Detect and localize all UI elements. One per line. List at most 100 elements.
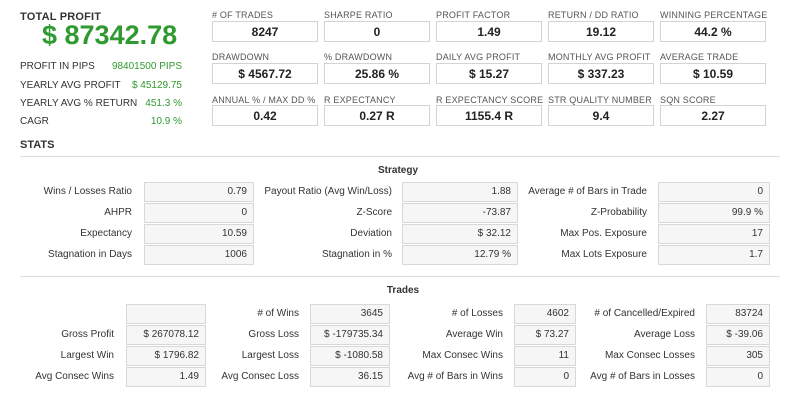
metric-label-sharpe: SHARPE RATIO — [324, 10, 393, 20]
strategy-value: 17 — [658, 224, 770, 244]
trades-value: $ 73.27 — [514, 325, 576, 345]
strategy-label: Payout Ratio (Avg Win/Loss) — [264, 186, 392, 197]
strategy-value: -73.87 — [402, 203, 518, 223]
metric-value-r-expectancy-score: 1155.4 R — [436, 105, 542, 126]
strategy-value: 99.9 % — [658, 203, 770, 223]
stats-title: STATS — [20, 139, 55, 151]
metric-value-average-trade: $ 10.59 — [660, 63, 766, 84]
profit-in-pips-label: PROFIT IN PIPS — [20, 61, 95, 72]
trades-value: 0 — [514, 367, 576, 387]
cagr-label: CAGR — [20, 116, 49, 127]
yearly-avg-profit-label: YEARLY AVG PROFIT — [20, 80, 121, 91]
metric-label-winning-pct: WINNING PERCENTAGE — [660, 10, 768, 20]
trades-value: $ -39.06 — [706, 325, 770, 345]
strategy-label: Max Lots Exposure — [561, 249, 647, 260]
trades-label: # of Wins — [257, 308, 299, 319]
trades-value: 36.15 — [310, 367, 390, 387]
metric-value-return-dd: 19.12 — [548, 21, 654, 42]
metric-value-daily-avg: $ 15.27 — [436, 63, 542, 84]
trades-label: Avg # of Bars in Losses — [590, 371, 695, 382]
strategy-value: 0 — [658, 182, 770, 202]
metric-label-profit-factor: PROFIT FACTOR — [436, 10, 511, 20]
metric-label-trades: # OF TRADES — [212, 10, 274, 20]
strategy-value: 1006 — [144, 245, 254, 265]
trades-label: Max Consec Losses — [604, 350, 695, 361]
strategy-value: 0.79 — [144, 182, 254, 202]
strategy-value: 12.79 % — [402, 245, 518, 265]
metric-value-sqn-score: 2.27 — [660, 105, 766, 126]
strategy-value: 1.88 — [402, 182, 518, 202]
metric-value-annual-maxdd: 0.42 — [212, 105, 318, 126]
strategy-title: Strategy — [377, 165, 418, 176]
profit-in-pips-value: 98401500 PIPS — [111, 61, 182, 72]
total-profit-label: TOTAL PROFIT — [20, 11, 102, 23]
trades-value: $ -179735.34 — [310, 325, 390, 345]
metric-label-daily-avg: DAILY AVG PROFIT — [436, 52, 521, 62]
trades-divider — [20, 276, 780, 277]
trades-value: $ -1080.58 — [310, 346, 390, 366]
trades-label: Avg # of Bars in Wins — [407, 371, 503, 382]
stats-divider — [20, 156, 780, 157]
trades-value: 83724 — [706, 304, 770, 324]
metric-value-str-quality: 9.4 — [548, 105, 654, 126]
trades-value: 305 — [706, 346, 770, 366]
strategy-label: Wins / Losses Ratio — [43, 186, 132, 197]
strategy-value: $ 32.12 — [402, 224, 518, 244]
trades-label: # of Cancelled/Expired — [594, 308, 695, 319]
metric-value-winning-pct: 44.2 % — [660, 21, 766, 42]
metric-value-pct-drawdown: 25.86 % — [324, 63, 430, 84]
trades-value — [126, 304, 206, 324]
trades-value: 0 — [706, 367, 770, 387]
strategy-label: Deviation — [350, 228, 392, 239]
metric-value-sharpe: 0 — [324, 21, 430, 42]
trades-value: 11 — [514, 346, 576, 366]
trades-label: Largest Win — [60, 350, 114, 361]
trades-label: # of Losses — [451, 308, 503, 319]
metric-value-r-expectancy: 0.27 R — [324, 105, 430, 126]
trades-value: 1.49 — [126, 367, 206, 387]
yearly-avg-profit-value: $ 45129.75 — [131, 80, 182, 91]
metric-label-r-expectancy: R EXPECTANCY — [324, 95, 396, 105]
metric-value-profit-factor: 1.49 — [436, 21, 542, 42]
metric-label-monthly-avg: MONTHLY AVG PROFIT — [548, 52, 651, 62]
yearly-avg-return-value: 451.3 % — [145, 98, 182, 109]
strategy-label: Max Pos. Exposure — [560, 228, 647, 239]
strategy-value: 10.59 — [144, 224, 254, 244]
trades-label: Avg Consec Loss — [221, 371, 299, 382]
metric-label-sqn-score: SQN SCORE — [660, 95, 716, 105]
trades-label: Max Consec Wins — [422, 350, 503, 361]
strategy-value: 1.7 — [658, 245, 770, 265]
metric-label-annual-maxdd: ANNUAL % / MAX DD % — [212, 95, 316, 105]
metric-label-drawdown: DRAWDOWN — [212, 52, 270, 62]
trades-value: $ 1796.82 — [126, 346, 206, 366]
cagr-value: 10.9 % — [150, 116, 182, 127]
trades-label: Average Loss — [634, 329, 695, 340]
total-profit-value: $ 87342.78 — [42, 20, 178, 50]
strategy-label: Z-Probability — [590, 207, 647, 218]
metric-label-str-quality: STR QUALITY NUMBER — [548, 95, 652, 105]
metric-value-trades: 8247 — [212, 21, 318, 42]
trades-label: Largest Loss — [241, 350, 299, 361]
trades-label: Avg Consec Wins — [35, 371, 114, 382]
metric-value-monthly-avg: $ 337.23 — [548, 63, 654, 84]
trades-value: $ 267078.12 — [126, 325, 206, 345]
trades-value: 4602 — [514, 304, 576, 324]
strategy-value: 0 — [144, 203, 254, 223]
trades-value: 3645 — [310, 304, 390, 324]
strategy-label: Z-Score — [356, 207, 392, 218]
metric-value-drawdown: $ 4567.72 — [212, 63, 318, 84]
trades-label: Average Win — [445, 329, 503, 340]
metric-label-pct-drawdown: % DRAWDOWN — [324, 52, 393, 62]
metric-label-average-trade: AVERAGE TRADE — [660, 52, 739, 62]
strategy-label: Stagnation in % — [321, 249, 392, 260]
metric-label-return-dd: RETURN / DD RATIO — [548, 10, 639, 20]
strategy-label: Expectancy — [80, 228, 132, 239]
strategy-label: Stagnation in Days — [48, 249, 132, 260]
trades-title: Trades — [386, 285, 420, 296]
metric-label-r-expectancy-score: R EXPECTANCY SCORE — [436, 95, 544, 105]
trades-label: Gross Loss — [248, 329, 299, 340]
strategy-label: AHPR — [104, 207, 132, 218]
strategy-label: Average # of Bars in Trade — [528, 186, 647, 197]
yearly-avg-return-label: YEARLY AVG % RETURN — [20, 98, 138, 109]
trades-label: Gross Profit — [61, 329, 114, 340]
